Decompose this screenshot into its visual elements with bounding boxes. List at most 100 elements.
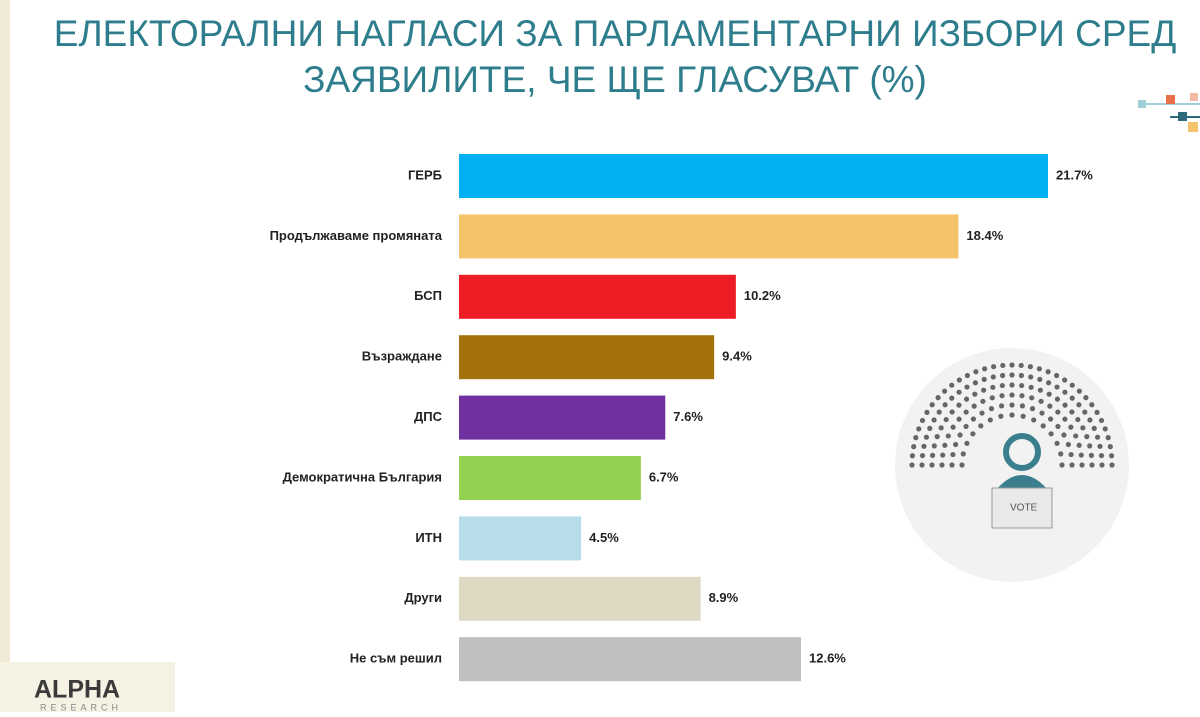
category-label: ГЕРБ (408, 167, 442, 182)
seat (1075, 416, 1081, 423)
value-label: 7.6% (673, 409, 703, 424)
seat (999, 393, 1005, 399)
seat (1098, 452, 1105, 459)
seat (1109, 462, 1115, 468)
seat (980, 398, 986, 404)
seat (934, 434, 940, 440)
seat (1069, 409, 1075, 415)
value-label: 9.4% (722, 349, 752, 364)
seat (1037, 387, 1043, 393)
seat (931, 417, 937, 423)
seat (1102, 426, 1108, 432)
logo-subtitle: RESEARCH (40, 702, 122, 712)
value-label: 6.7% (649, 469, 679, 484)
seat (939, 462, 945, 468)
seat (919, 462, 925, 468)
seat (1009, 412, 1015, 418)
category-label: ДПС (414, 409, 443, 424)
seat (999, 382, 1005, 389)
seat (956, 389, 962, 395)
seat (949, 395, 955, 401)
seat (1084, 434, 1090, 440)
seat (1054, 396, 1061, 402)
bar (459, 274, 736, 319)
category-label: ИТН (415, 530, 442, 545)
seat (1105, 435, 1111, 441)
seat (963, 396, 970, 402)
seat (1055, 409, 1061, 415)
seat (1080, 425, 1086, 431)
category-label: Възраждане (362, 349, 442, 364)
seat (964, 372, 971, 379)
seat (1027, 364, 1033, 370)
seat (1037, 376, 1043, 383)
seat (1009, 402, 1015, 408)
seat (970, 416, 977, 422)
seat (1061, 432, 1067, 438)
seat (1073, 433, 1079, 439)
seat (949, 462, 955, 468)
seat (1068, 451, 1074, 458)
seat (1091, 425, 1097, 431)
seat (990, 384, 996, 390)
value-label: 21.7% (1056, 167, 1093, 182)
seat (978, 423, 984, 429)
seat (921, 443, 927, 449)
seat (1053, 372, 1060, 379)
seat (1038, 398, 1044, 404)
seat (1108, 453, 1115, 459)
logo-name: ALPHA (34, 676, 120, 704)
seat (923, 434, 930, 440)
category-label: Продължаваме промяната (270, 228, 443, 243)
seat (1076, 442, 1082, 448)
seat (1087, 443, 1093, 449)
seat (927, 425, 933, 431)
seat (940, 452, 946, 458)
seat (971, 403, 977, 409)
seat (1088, 452, 1095, 458)
seat (990, 374, 996, 380)
seat (1089, 402, 1095, 408)
seat (943, 416, 949, 423)
seat (1020, 413, 1026, 419)
seat (1078, 452, 1084, 458)
seat (1062, 377, 1068, 383)
seat (979, 410, 985, 416)
side-strip (0, 0, 10, 712)
seat (1065, 441, 1071, 448)
seat (1079, 462, 1085, 468)
seat (1076, 402, 1082, 408)
seat (1047, 403, 1053, 409)
seat (1036, 366, 1042, 372)
seat (970, 431, 976, 437)
seat (1019, 382, 1025, 389)
seat (950, 451, 956, 458)
value-label: 10.2% (744, 288, 781, 303)
seat (987, 417, 993, 423)
seat (913, 435, 919, 441)
seat (998, 403, 1005, 409)
seat (1076, 388, 1082, 394)
seat (989, 395, 995, 401)
value-label: 18.4% (966, 228, 1003, 243)
seat (1031, 417, 1037, 423)
seat (942, 388, 948, 394)
value-label: 8.9% (709, 590, 739, 605)
seat (935, 395, 941, 401)
bar (459, 576, 701, 621)
seat (1000, 362, 1006, 369)
svg-text:VOTE: VOTE (1010, 503, 1038, 514)
seat (964, 384, 970, 390)
seat (1082, 409, 1088, 415)
seat (1054, 384, 1060, 390)
seat (963, 423, 969, 430)
seat (942, 402, 948, 408)
seat (1058, 451, 1064, 457)
seat (1029, 395, 1035, 401)
seat (1018, 372, 1025, 379)
seat (1055, 423, 1061, 430)
seat (1048, 431, 1054, 437)
seat (1018, 362, 1024, 369)
seat (1019, 403, 1026, 409)
